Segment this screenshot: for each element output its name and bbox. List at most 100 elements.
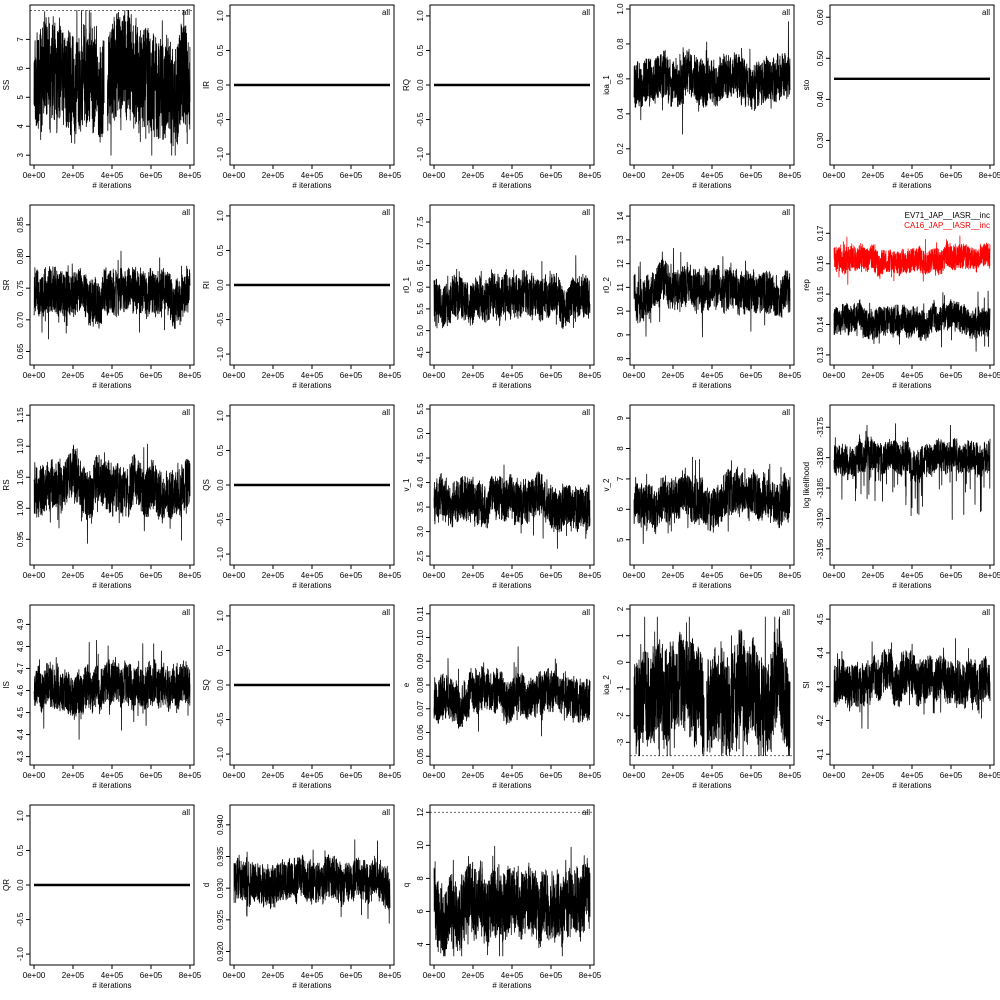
- x-tick-label: 4e+05: [301, 171, 324, 180]
- panel-tag: all: [582, 408, 590, 417]
- x-axis-label: # iterations: [92, 981, 131, 990]
- x-tick-label: 4e+05: [501, 571, 524, 580]
- y-tick-label: 0.07: [416, 700, 425, 716]
- y-tick-label: 4.5: [816, 613, 825, 625]
- y-tick-label: 0.4: [616, 108, 625, 120]
- y-tick-label: 1.0: [616, 3, 625, 15]
- y-tick-label: 0.0: [16, 879, 25, 891]
- y-tick-label: 6.0: [416, 281, 425, 293]
- x-tick-label: 2e+05: [662, 371, 685, 380]
- legend-entry: EV71_JAP__IASR__inc: [905, 211, 990, 220]
- panel-v_1: 0e+00 2e+05 4e+05 6e+05 8e+05 # iterations 2.5…: [402, 403, 602, 590]
- y-tick-label: 4.0: [416, 476, 425, 488]
- y-axis-label: SR: [2, 279, 11, 290]
- x-tick-label: 2e+05: [62, 171, 85, 180]
- x-tick-label: 0e+00: [823, 571, 846, 580]
- y-tick-label: 8: [616, 446, 625, 451]
- y-tick-label: 6: [16, 66, 25, 71]
- y-axis-label: RQ: [402, 79, 411, 91]
- x-tick-label: 8e+05: [779, 171, 802, 180]
- series-line-1: [33, 639, 191, 740]
- x-axis-label: # iterations: [292, 981, 331, 990]
- x-tick-label: 4e+05: [901, 371, 924, 380]
- plot-area: [233, 839, 391, 924]
- x-tick-label: 8e+05: [579, 571, 602, 580]
- panel-rep: 0e+00 2e+05 4e+05 6e+05 8e+05 # iterations 0.1…: [802, 204, 1000, 390]
- x-tick-label: 2e+05: [662, 771, 685, 780]
- y-axis-label: SI: [802, 681, 811, 689]
- panel-tag: all: [582, 808, 590, 817]
- panel-RS: 0e+00 2e+05 4e+05 6e+05 8e+05 # iterations 0.9…: [2, 404, 202, 590]
- x-tick-label: 0e+00: [23, 171, 46, 180]
- panel-r0_2: 0e+00 2e+05 4e+05 6e+05 8e+05 # iterations 8 9 1…: [602, 204, 802, 390]
- y-tick-label: 7: [616, 476, 625, 481]
- y-tick-label: 0.75: [16, 280, 25, 296]
- y-tick-label: -0.5: [216, 112, 225, 126]
- x-tick-label: 6e+05: [540, 771, 563, 780]
- y-tick-label: 0.0: [216, 479, 225, 491]
- x-tick-label: 6e+05: [540, 571, 563, 580]
- y-tick-label: 4.1: [816, 748, 825, 760]
- x-tick-label: 6e+05: [740, 571, 763, 580]
- y-tick-label: 4.4: [16, 728, 25, 740]
- x-tick-label: 4e+05: [501, 171, 524, 180]
- x-tick-label: 8e+05: [179, 771, 202, 780]
- y-tick-label: -1.0: [216, 347, 225, 361]
- x-tick-label: 0e+00: [823, 371, 846, 380]
- y-tick-label: 0.5: [216, 444, 225, 456]
- plot-area: [630, 616, 794, 757]
- panel-QR: 0e+00 2e+05 4e+05 6e+05 8e+05 # iterations -1.…: [2, 804, 202, 990]
- x-tick-label: 8e+05: [779, 571, 802, 580]
- x-tick-label: 2e+05: [262, 571, 285, 580]
- x-tick-label: 6e+05: [140, 971, 163, 980]
- y-tick-label: 5: [616, 537, 625, 542]
- plot-area: [433, 464, 591, 549]
- y-tick-label: 3.5: [416, 501, 425, 513]
- y-axis-label: ioa_1: [602, 75, 611, 95]
- panel-RQ: 0e+00 2e+05 4e+05 6e+05 8e+05 # iterations -1.…: [402, 4, 602, 190]
- y-tick-label: 4.7: [16, 662, 25, 674]
- y-axis-label: log likelihood: [802, 462, 811, 508]
- y-tick-label: 4.8: [16, 640, 25, 652]
- x-tick-label: 8e+05: [579, 371, 602, 380]
- panel-loglik: 0e+00 2e+05 4e+05 6e+05 8e+05 # iterations -31…: [802, 404, 1000, 590]
- x-tick-label: 4e+05: [701, 171, 724, 180]
- x-tick-label: 4e+05: [101, 771, 124, 780]
- y-axis-label: e: [402, 682, 411, 687]
- panel-tag: all: [382, 808, 390, 817]
- x-tick-label: 0e+00: [623, 371, 646, 380]
- x-axis-label: # iterations: [292, 781, 331, 790]
- panel-ioa_2: 0e+00 2e+05 4e+05 6e+05 8e+05 # iterations -3 -…: [602, 604, 802, 790]
- y-tick-label: 0.30: [816, 132, 825, 148]
- y-tick-label: -3180: [816, 447, 825, 468]
- series-line-1: [833, 290, 991, 352]
- x-tick-label: 8e+05: [179, 371, 202, 380]
- plot-area: [833, 235, 991, 352]
- x-tick-label: 4e+05: [701, 371, 724, 380]
- panel-ioa_1: 0e+00 2e+05 4e+05 6e+05 8e+05 # iterations 0.2…: [602, 3, 802, 190]
- y-tick-label: 0.930: [216, 878, 225, 899]
- x-axis-label: # iterations: [292, 181, 331, 190]
- x-axis-label: # iterations: [92, 781, 131, 790]
- y-axis-label: sto: [802, 79, 811, 90]
- x-tick-label: 8e+05: [379, 571, 402, 580]
- y-axis-label: SQ: [202, 679, 211, 691]
- y-tick-label: -1.0: [216, 747, 225, 761]
- plot-area: [33, 250, 191, 340]
- panel-tag: all: [182, 208, 190, 217]
- y-tick-label: 1.00: [16, 500, 25, 516]
- y-tick-label: 6: [416, 909, 425, 914]
- plot-area: [633, 247, 791, 338]
- x-tick-label: 2e+05: [62, 771, 85, 780]
- y-tick-label: 0.95: [16, 531, 25, 547]
- x-axis-label: # iterations: [892, 581, 931, 590]
- x-tick-label: 8e+05: [379, 371, 402, 380]
- plot-area: [433, 255, 591, 330]
- y-tick-label: -3185: [816, 477, 825, 498]
- x-tick-label: 6e+05: [140, 371, 163, 380]
- y-tick-label: 3.0: [416, 525, 425, 537]
- y-tick-label: 0.09: [416, 653, 425, 669]
- x-tick-label: 0e+00: [823, 771, 846, 780]
- x-tick-label: 8e+05: [979, 171, 1000, 180]
